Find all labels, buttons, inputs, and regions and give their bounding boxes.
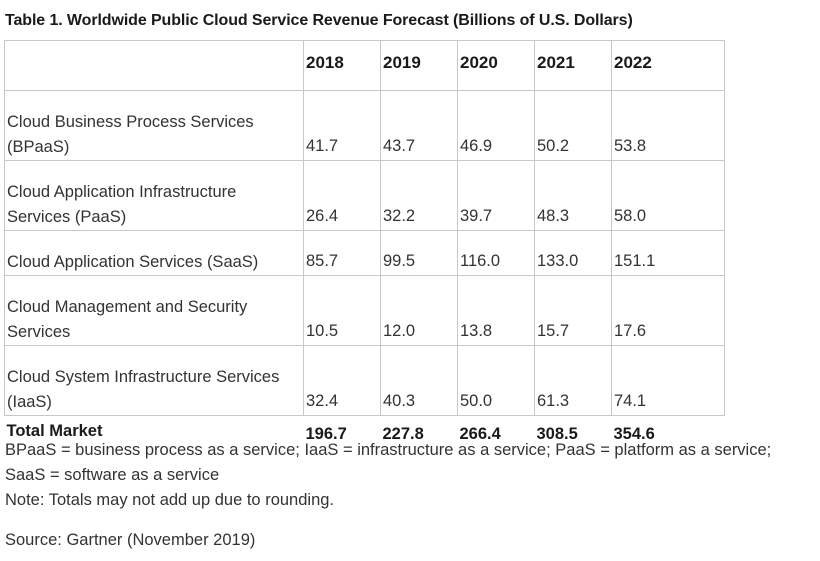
table-cell: 43.7 <box>380 90 458 161</box>
table-cell: 15.7 <box>534 275 612 346</box>
table-row: Cloud Application Infrastructure Service… <box>4 160 725 231</box>
table-row: Cloud Management and Security Services 1… <box>4 275 725 346</box>
forecast-table: 2018 2019 2020 2021 2022 Cloud Business … <box>4 40 725 447</box>
header-cell-empty <box>4 40 304 91</box>
row-label: Cloud Application Services (SaaS) <box>4 230 304 276</box>
header-cell-2020: 2020 <box>457 40 535 91</box>
table-title: Table 1. Worldwide Public Cloud Service … <box>5 12 633 29</box>
table-cell: 99.5 <box>380 230 458 276</box>
table-cell: 151.1 <box>611 230 725 276</box>
table-cell: 32.2 <box>380 160 458 231</box>
table-cell: 85.7 <box>303 230 381 276</box>
table-cell: 48.3 <box>534 160 612 231</box>
table-cell: 74.1 <box>611 345 725 416</box>
row-label: Cloud System Infrastructure Services (Ia… <box>4 345 304 416</box>
source-note: Source: Gartner (November 2019) <box>5 531 256 549</box>
total-row: Total Market 196.7 227.8 266.4 308.5 354… <box>4 415 725 447</box>
table-cell: 116.0 <box>457 230 535 276</box>
table-row: Cloud System Infrastructure Services (Ia… <box>4 345 725 416</box>
table-cell: 17.6 <box>611 275 725 346</box>
row-label: Cloud Business Process Services (BPaaS) <box>4 90 304 161</box>
row-label: Cloud Management and Security Services <box>4 275 304 346</box>
header-row: 2018 2019 2020 2021 2022 <box>4 40 725 91</box>
row-label: Cloud Application Infrastructure Service… <box>4 160 304 231</box>
table-cell: 53.8 <box>611 90 725 161</box>
table-cell: 26.4 <box>303 160 381 231</box>
header-cell-2022: 2022 <box>611 40 725 91</box>
total-cell: 354.6 <box>611 415 725 447</box>
table-cell: 50.0 <box>457 345 535 416</box>
header-cell-2018: 2018 <box>303 40 381 91</box>
table-cell: 40.3 <box>380 345 458 416</box>
table-cell: 46.9 <box>457 90 535 161</box>
header-cell-2019: 2019 <box>380 40 458 91</box>
table-cell: 61.3 <box>534 345 612 416</box>
table-cell: 58.0 <box>611 160 725 231</box>
total-cell: 266.4 <box>457 415 535 447</box>
total-cell: 196.7 <box>303 415 381 447</box>
table-cell: 39.7 <box>457 160 535 231</box>
table-row: Cloud Business Process Services (BPaaS) … <box>4 90 725 161</box>
abbreviations-footnote: BPaaS = business process as a service; I… <box>5 441 772 484</box>
total-cell: 308.5 <box>534 415 612 447</box>
table-cell: 50.2 <box>534 90 612 161</box>
total-label: Total Market <box>4 415 304 447</box>
table-cell: 41.7 <box>303 90 381 161</box>
table-cell: 10.5 <box>303 275 381 346</box>
table-row: Cloud Application Services (SaaS) 85.7 9… <box>4 230 725 276</box>
total-cell: 227.8 <box>380 415 458 447</box>
header-cell-2021: 2021 <box>534 40 612 91</box>
table-cell: 32.4 <box>303 345 381 416</box>
rounding-note: Note: Totals may not add up due to round… <box>5 491 335 509</box>
table-cell: 133.0 <box>534 230 612 276</box>
table-cell: 13.8 <box>457 275 535 346</box>
table-cell: 12.0 <box>380 275 458 346</box>
